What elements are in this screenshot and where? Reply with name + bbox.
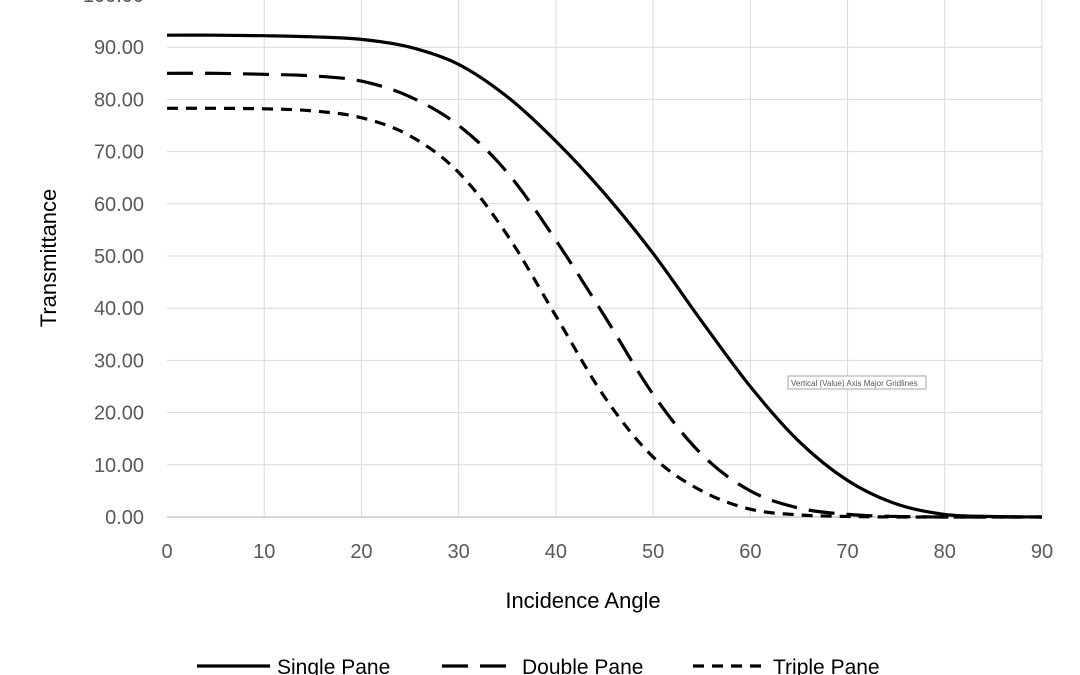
x-tick-label: 0	[161, 541, 172, 563]
legend: Single Pane Double Pane Triple Pane	[197, 656, 880, 675]
legend-label: Single Pane	[277, 656, 390, 675]
series-lines	[166, 33, 1043, 519]
y-tick-label: 30.00	[94, 350, 144, 372]
x-tick-label: 60	[739, 541, 761, 563]
y-tick-label: 80.00	[94, 89, 144, 111]
y-tick-label: 0.00	[105, 507, 144, 529]
x-tick-label: 90	[1031, 541, 1053, 563]
y-tick-label: 40.00	[94, 298, 144, 320]
y-axis-title: Transmittance	[36, 189, 61, 328]
x-tick-label: 10	[253, 541, 275, 563]
x-tick-label: 20	[350, 541, 372, 563]
gridline-tooltip: Vertical (Value) Axis Major Gridlines	[787, 375, 927, 390]
x-tick-label: 80	[934, 541, 956, 563]
legend-label: Triple Pane	[773, 656, 880, 675]
legend-label: Double Pane	[522, 656, 643, 675]
y-tick-label: 20.00	[94, 403, 144, 425]
series-line-1	[166, 33, 1043, 519]
x-tick-label: 30	[448, 541, 470, 563]
x-tick-label: 70	[836, 541, 858, 563]
svg-text:Vertical (Value) Axis Major Gr: Vertical (Value) Axis Major Gridlines	[791, 379, 918, 388]
y-tick-label: 100.00	[83, 0, 144, 7]
y-tick-label: 90.00	[94, 37, 144, 59]
series-line-2	[166, 71, 1042, 519]
y-tick-label: 10.00	[94, 455, 144, 477]
x-tick-label: 40	[545, 541, 567, 563]
y-tick-label: 70.00	[94, 142, 144, 164]
gridlines	[167, 0, 1043, 517]
x-tick-label: 50	[642, 541, 664, 563]
tick-labels: 0.00 10.00 20.00 30.00 40.00 50.00 60.00 70.00 8…	[83, 0, 1053, 563]
y-tick-label: 50.00	[94, 246, 144, 268]
series-line-3	[166, 106, 1042, 519]
y-tick-label: 60.00	[94, 194, 144, 216]
x-axis-title: Incidence Angle	[505, 588, 660, 613]
